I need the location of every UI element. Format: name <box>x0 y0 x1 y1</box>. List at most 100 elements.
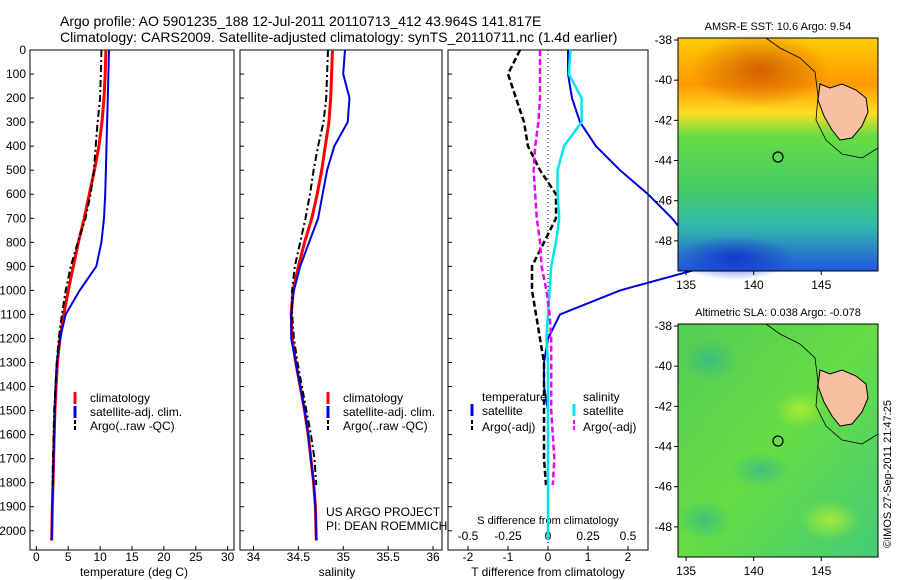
lon-tick-label: 145 <box>811 278 831 292</box>
depth-tick-label: 1800 <box>0 476 26 490</box>
sla-lat-ticks: -38 -40 -42 -44 -46 -48 <box>655 319 678 534</box>
legend-item-climatology: climatology <box>90 391 150 405</box>
lat-tick-label: -48 <box>655 520 673 534</box>
temperature-x-ticks: 0 5 10 15 20 25 30 <box>33 546 235 564</box>
temperature-series <box>50 49 110 541</box>
sla-map-frame <box>677 323 879 558</box>
sst-shelf-contour <box>765 37 879 159</box>
depth-tick-label: 1600 <box>0 428 26 442</box>
depth-tick-label: 300 <box>6 115 26 129</box>
sla-tasmania-land <box>817 369 869 427</box>
depth-tick-label: 0 <box>19 43 26 57</box>
legend-item-s-satellite: satellite <box>583 404 624 418</box>
x-tick-label: 1 <box>585 550 592 564</box>
legend-title-temperature: temperature <box>482 390 547 404</box>
lon-tick-label: 135 <box>676 278 696 292</box>
x-tick-label: -1 <box>503 550 514 564</box>
header-line-2: Climatology: CARS2009. Satellite-adjuste… <box>60 29 617 45</box>
depth-tick-label: 700 <box>6 211 26 225</box>
x-tick-label: 0 <box>545 550 552 564</box>
sla-high-patch <box>800 500 860 540</box>
lon-tick-label: 140 <box>744 278 764 292</box>
sst-argo-location-marker <box>772 151 784 163</box>
legend-item-climatology: climatology <box>343 391 403 405</box>
lon-tick-label: 140 <box>744 564 764 578</box>
sla-shelf-contour <box>765 323 879 445</box>
lon-tick-label: 145 <box>811 564 831 578</box>
series-line-climatology <box>50 49 108 541</box>
legend-item-argo: Argo(..raw -QC) <box>343 419 428 433</box>
series-line-s-argo-adj- <box>532 50 556 486</box>
credit-project: US ARGO PROJECT <box>326 505 441 519</box>
legend-item-s-argo: Argo(-adj) <box>583 420 636 434</box>
x-tick-label: 2 <box>625 550 632 564</box>
legend-item-t-argo: Argo(-adj) <box>482 420 535 434</box>
t-difference-axis-label: T difference from climatology <box>471 565 625 579</box>
depth-tick-label: 1300 <box>0 356 26 370</box>
series-line-argo-adj- <box>506 49 558 486</box>
sst-tasmania-land <box>817 83 869 141</box>
depth-tick-label: 2000 <box>0 524 26 538</box>
x-tick-label: 0 <box>33 550 40 564</box>
depth-tick-label: 1400 <box>0 380 26 394</box>
s-tick-label: -0.25 <box>494 529 522 543</box>
sst-lat-ticks: -38 -40 -42 -44 -46 -48 <box>655 33 678 248</box>
salinity-panel-frame <box>239 49 443 551</box>
salinity-legend: climatology satellite-adj. clim. Argo(..… <box>326 391 447 533</box>
sla-argo-location-marker <box>772 435 784 447</box>
salinity-axis-label: salinity <box>319 565 356 579</box>
imos-timestamp: ©IMOS 27-Sep-2011 21:47:25 <box>882 400 894 548</box>
lat-tick-label: -46 <box>655 194 673 208</box>
series-line-argo-raw-qc- <box>291 49 329 486</box>
depth-tick-label: 1700 <box>0 452 26 466</box>
sst-map-frame <box>677 37 879 272</box>
sla-lon-ticks: 135 140 145 <box>676 557 832 578</box>
legend-item-satellite: satellite-adj. clim. <box>343 405 435 419</box>
series-line-s-satellite <box>545 49 583 541</box>
sst-cold-patch <box>675 236 795 280</box>
depth-axis: 0 100 200 300 400 500 600 700 800 900 1000 1100 1200… <box>0 43 452 538</box>
lon-tick-label: 135 <box>676 564 696 578</box>
x-tick-label: 25 <box>189 550 203 564</box>
credit-pi: PI: DEAN ROEMMICH <box>326 519 447 533</box>
temperature-legend: climatology satellite-adj. clim. Argo(..… <box>73 391 182 433</box>
depth-tick-label: 1500 <box>0 404 26 418</box>
difference-x-ticks: -2 -1 0 1 2-0.5 -0.25 0 0.25 0.5 <box>458 529 637 564</box>
lat-tick-label: -40 <box>655 73 673 87</box>
s-tick-label: 0.5 <box>620 529 637 543</box>
series-line-argo-raw-qc- <box>51 49 103 486</box>
depth-tick-label: 200 <box>6 91 26 105</box>
lat-tick-label: -48 <box>655 234 673 248</box>
s-tick-label: -0.5 <box>458 529 479 543</box>
lat-tick-label: -42 <box>655 113 673 127</box>
lat-tick-label: -44 <box>655 440 673 454</box>
x-tick-label: 30 <box>221 550 235 564</box>
sla-blob <box>677 500 733 540</box>
difference-series <box>506 49 710 541</box>
lat-tick-label: -40 <box>655 359 673 373</box>
sla-blob <box>680 338 740 382</box>
x-tick-label: 10 <box>93 550 107 564</box>
x-tick-label: 35.5 <box>376 550 400 564</box>
lat-tick-label: -44 <box>655 154 673 168</box>
temperature-axis-label: temperature (deg C) <box>80 565 188 579</box>
sla-blob <box>730 452 790 488</box>
depth-tick-label: 500 <box>6 163 26 177</box>
sla-high-patch <box>775 392 825 428</box>
salinity-series <box>289 49 351 541</box>
x-tick-label: 34 <box>247 550 261 564</box>
lat-tick-label: -38 <box>655 33 673 47</box>
sst-lon-ticks: 135 140 145 <box>676 271 832 292</box>
depth-tick-label: 1100 <box>0 307 26 321</box>
lat-tick-label: -38 <box>655 319 673 333</box>
x-tick-label: 35 <box>337 550 351 564</box>
series-line-satellite-adj-clim- <box>290 49 351 541</box>
x-tick-label: -2 <box>463 550 474 564</box>
sst-map-title: AMSR-E SST: 10.6 Argo: 9.54 <box>705 21 852 33</box>
lat-tick-label: -42 <box>655 399 673 413</box>
depth-tick-label: 1000 <box>0 283 26 297</box>
x-tick-label: 5 <box>65 550 72 564</box>
sst-warm-patch <box>690 32 830 108</box>
x-tick-label: 15 <box>125 550 139 564</box>
